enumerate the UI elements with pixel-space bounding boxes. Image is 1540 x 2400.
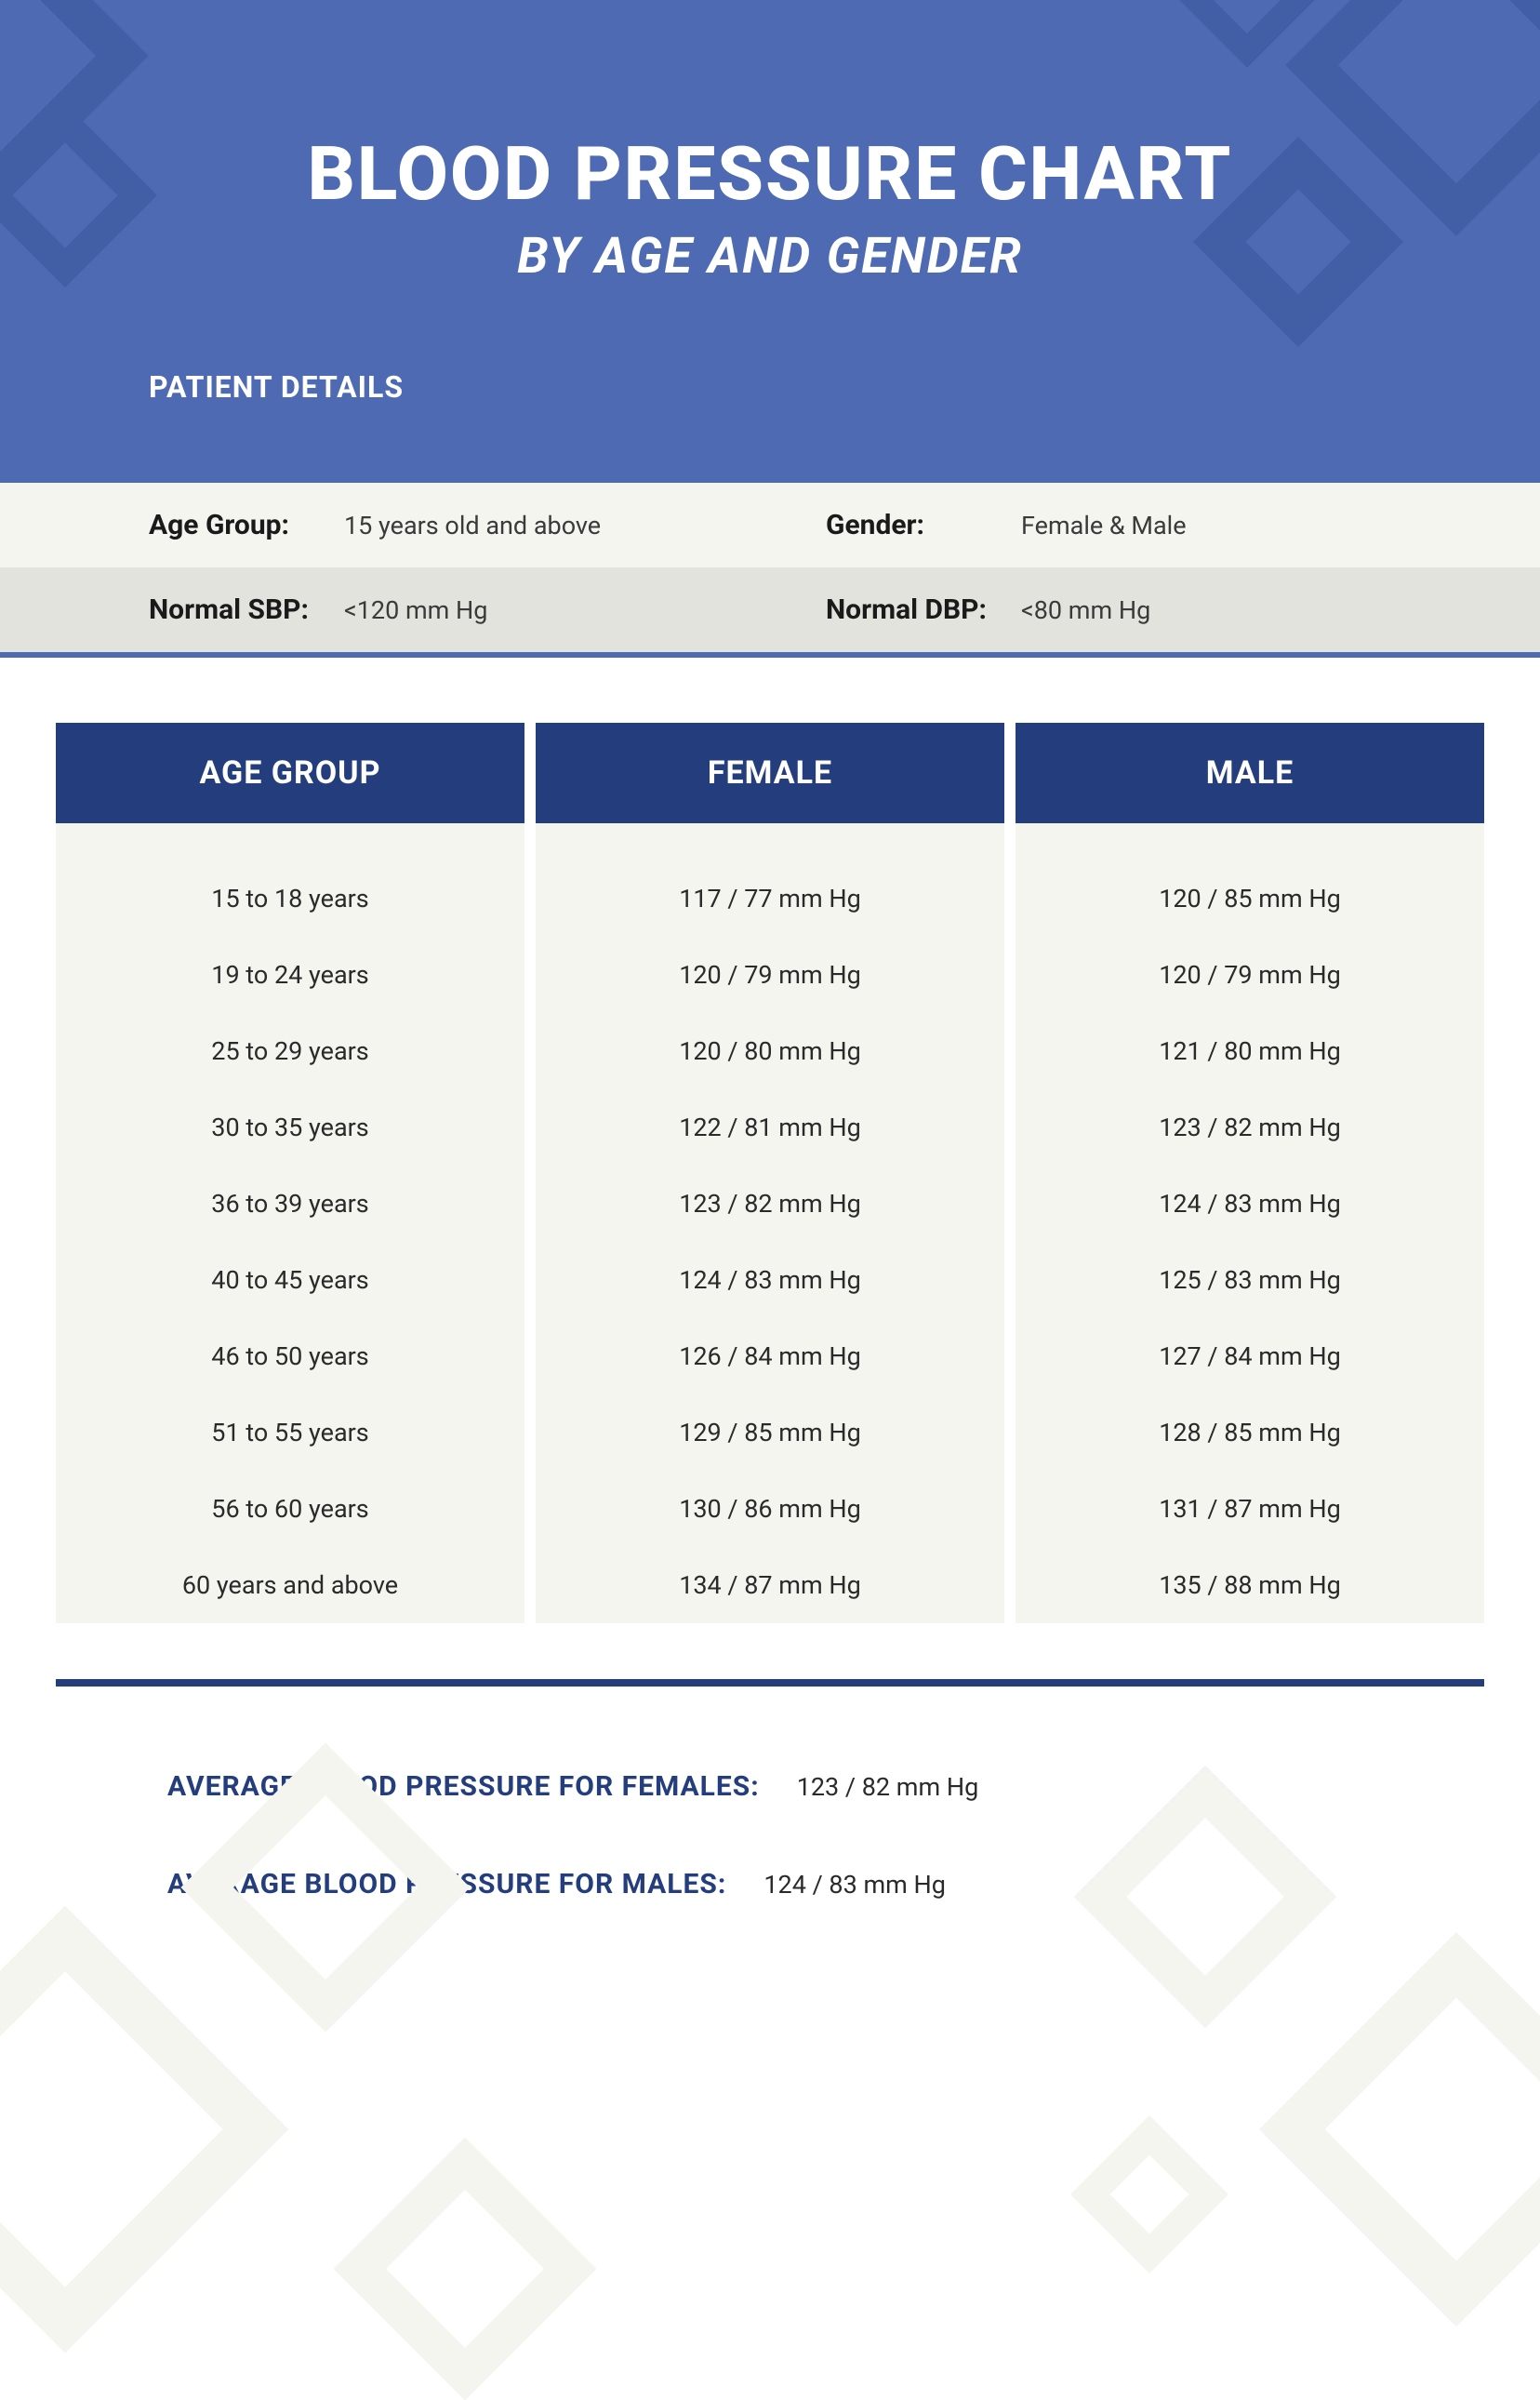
patient-details-left-column: Age Group: 15 years old and above Normal…	[0, 483, 770, 652]
age-group-value: 15 years old and above	[344, 511, 601, 540]
table-cell: 36 to 39 years	[56, 1166, 524, 1242]
table-cell: 124 / 83 mm Hg	[1016, 1166, 1484, 1242]
table-column-age-group: 15 to 18 years19 to 24 years25 to 29 yea…	[56, 823, 524, 1623]
table-cell: 117 / 77 mm Hg	[536, 860, 1004, 937]
gender-value: Female & Male	[1021, 511, 1187, 540]
normal-dbp-label: Normal DBP:	[826, 593, 1021, 626]
table-cell: 120 / 80 mm Hg	[536, 1013, 1004, 1089]
table-cell: 134 / 87 mm Hg	[536, 1547, 1004, 1623]
patient-details: Age Group: 15 years old and above Normal…	[0, 483, 1540, 658]
patient-detail-row: Age Group: 15 years old and above	[0, 483, 770, 567]
table-header-female: FEMALE	[536, 723, 1004, 823]
average-male-value: 124 / 83 mm Hg	[763, 1870, 946, 1900]
gender-label: Gender:	[826, 509, 1021, 541]
table-cell: 51 to 55 years	[56, 1394, 524, 1471]
bp-table: AGE GROUP FEMALE MALE 15 to 18 years19 t…	[0, 658, 1540, 1687]
table-cell: 30 to 35 years	[56, 1089, 524, 1166]
table-column-female: 117 / 77 mm Hg120 / 79 mm Hg120 / 80 mm …	[536, 823, 1004, 1623]
table-cell: 123 / 82 mm Hg	[1016, 1089, 1484, 1166]
table-cell: 121 / 80 mm Hg	[1016, 1013, 1484, 1089]
table-header-male: MALE	[1016, 723, 1484, 823]
table-cell: 25 to 29 years	[56, 1013, 524, 1089]
footer-diamond-icon	[1259, 1932, 1540, 2327]
table-cell: 126 / 84 mm Hg	[536, 1318, 1004, 1394]
table-cell: 131 / 87 mm Hg	[1016, 1471, 1484, 1547]
table-header-age-group: AGE GROUP	[56, 723, 524, 823]
footer-diamond-icon	[334, 2138, 597, 2400]
table-cell: 135 / 88 mm Hg	[1016, 1547, 1484, 1623]
table-cell: 60 years and above	[56, 1547, 524, 1623]
table-header-row: AGE GROUP FEMALE MALE	[56, 723, 1484, 823]
patient-detail-row: Normal DBP: <80 mm Hg	[770, 567, 1540, 652]
table-cell: 120 / 79 mm Hg	[1016, 937, 1484, 1013]
table-cell: 46 to 50 years	[56, 1318, 524, 1394]
table-cell: 56 to 60 years	[56, 1471, 524, 1547]
average-female-label: AVERAGE BLOOD PRESSURE FOR FEMALES:	[167, 1770, 760, 1803]
table-cell: 120 / 79 mm Hg	[536, 937, 1004, 1013]
table-column-male: 120 / 85 mm Hg120 / 79 mm Hg121 / 80 mm …	[1016, 823, 1484, 1623]
table-cell: 122 / 81 mm Hg	[536, 1089, 1004, 1166]
average-female-value: 123 / 82 mm Hg	[797, 1772, 979, 1802]
table-cell: 128 / 85 mm Hg	[1016, 1394, 1484, 1471]
patient-details-heading: PATIENT DETAILS	[149, 369, 1540, 405]
normal-dbp-value: <80 mm Hg	[1021, 595, 1150, 625]
table-cell: 40 to 45 years	[56, 1242, 524, 1318]
footer-diamond-icon	[1070, 2115, 1228, 2273]
table-cell: 124 / 83 mm Hg	[536, 1242, 1004, 1318]
patient-details-right-column: Gender: Female & Male Normal DBP: <80 mm…	[770, 483, 1540, 652]
normal-sbp-value: <120 mm Hg	[344, 595, 487, 625]
patient-detail-row: Gender: Female & Male	[770, 483, 1540, 567]
table-cell: 130 / 86 mm Hg	[536, 1471, 1004, 1547]
header: BLOOD PRESSURE CHART BY AGE AND GENDER P…	[0, 0, 1540, 483]
table-cell: 127 / 84 mm Hg	[1016, 1318, 1484, 1394]
table-cell: 129 / 85 mm Hg	[536, 1394, 1004, 1471]
table-cell: 125 / 83 mm Hg	[1016, 1242, 1484, 1318]
table-cell: 123 / 82 mm Hg	[536, 1166, 1004, 1242]
patient-detail-row: Normal SBP: <120 mm Hg	[0, 567, 770, 652]
table-body: 15 to 18 years19 to 24 years25 to 29 yea…	[56, 823, 1484, 1687]
table-cell: 19 to 24 years	[56, 937, 524, 1013]
table-cell: 15 to 18 years	[56, 860, 524, 937]
table-cell: 120 / 85 mm Hg	[1016, 860, 1484, 937]
footer-diamond-icon	[0, 1906, 288, 2353]
age-group-label: Age Group:	[149, 509, 344, 541]
normal-sbp-label: Normal SBP:	[149, 593, 344, 626]
